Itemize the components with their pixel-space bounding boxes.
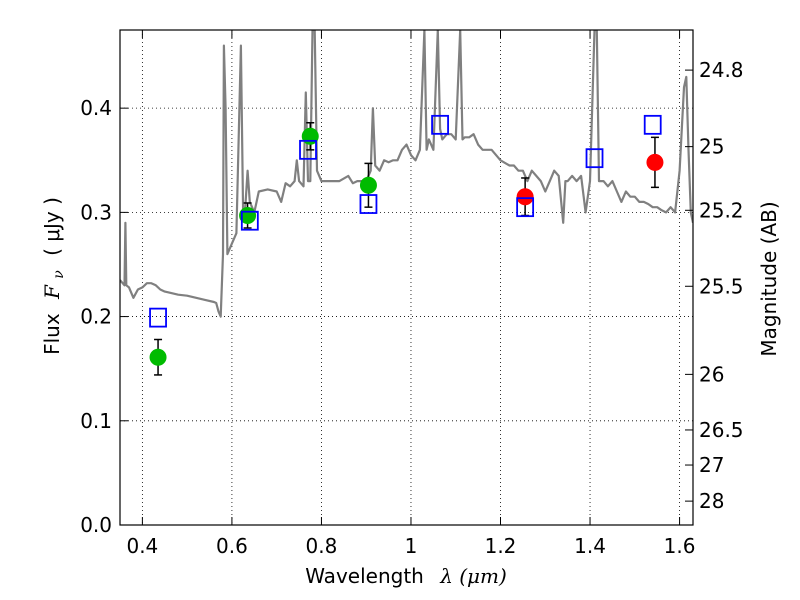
model-photometry-boxes <box>149 114 662 328</box>
model-spectrum <box>120 30 693 318</box>
y2-tick-label: 26.5 <box>699 418 744 442</box>
grid-lines <box>120 30 693 526</box>
y2-tick-label: 25.2 <box>699 198 744 222</box>
y-tick-label: 0.2 <box>80 305 112 329</box>
x-tick-label: 1.2 <box>485 534 517 558</box>
y-axis-title-sub: ν <box>51 270 67 279</box>
plot-frame <box>119 29 694 526</box>
model-box <box>359 194 378 214</box>
x-tick-label: 0.4 <box>126 534 158 558</box>
y-tick-label: 0.4 <box>80 96 112 120</box>
model-box <box>516 197 535 218</box>
y-tick-label: 0.1 <box>80 409 112 433</box>
observed-point <box>646 153 664 171</box>
model-box <box>149 307 167 328</box>
spectrum-line <box>120 30 693 318</box>
y2-tick-label: 25 <box>699 135 724 159</box>
observed-points <box>149 127 664 366</box>
y-axis-title-unit: ( μJy ) <box>40 197 64 256</box>
y-axis-title-math: F <box>40 284 64 300</box>
y2-axis-title: Magnitude (AB) <box>757 201 781 356</box>
model-box <box>299 139 317 160</box>
model-box <box>431 114 449 135</box>
observed-point <box>149 348 167 366</box>
x-tick-label: 0.6 <box>216 534 248 558</box>
model-box <box>643 114 662 135</box>
y2-tick-label: 27 <box>699 453 724 477</box>
x-tick-label: 1 <box>405 534 418 558</box>
y-axis-title-text: Flux <box>40 313 64 355</box>
axis-ticks: 0.4 0.6 0.8 1 1.2 1.4 1.6 0.0 0.1 0.2 0.3 0.4 24.8 25… <box>80 30 744 558</box>
x-axis-title-text: Wavelength <box>305 564 424 588</box>
y-axis-title: Flux F ν ( μJy ) <box>40 197 68 355</box>
x-tick-label: 0.8 <box>306 534 338 558</box>
y-tick-label: 0.0 <box>80 513 112 537</box>
observed-point <box>359 176 377 194</box>
y-tick-label: 0.3 <box>80 200 112 224</box>
x-tick-label: 1.4 <box>574 534 606 558</box>
y2-tick-label: 24.8 <box>699 58 744 82</box>
x-axis-title-math: λ (μm) <box>439 564 507 588</box>
model-box <box>240 210 259 231</box>
x-tick-label: 1.6 <box>664 534 696 558</box>
x-axis-title: Wavelength λ (μm) <box>305 564 507 588</box>
observed-point <box>516 188 534 206</box>
y2-tick-label: 28 <box>699 489 724 513</box>
y2-tick-label: 25.5 <box>699 274 744 298</box>
y2-tick-label: 26 <box>699 362 724 386</box>
model-box <box>585 148 604 169</box>
